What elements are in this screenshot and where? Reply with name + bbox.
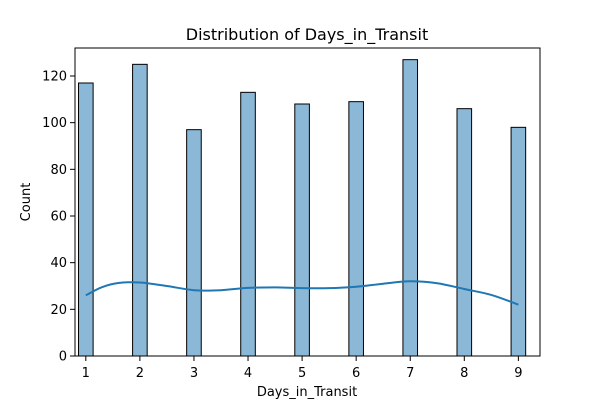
x-tick-label: 6 [352,366,360,381]
y-tick-label: 40 [50,256,67,271]
x-tick-label: 9 [514,366,522,381]
y-tick-label: 120 [42,70,67,85]
y-tick-label: 80 [50,163,67,178]
histogram-bar-1 [78,82,94,357]
histogram-bar-5 [294,103,310,357]
histogram-bar-9 [510,126,527,357]
x-tick-label: 2 [136,366,144,381]
chart-title: Distribution of Days_in_Transit [186,25,428,45]
x-tick-label: 3 [190,366,198,381]
histogram-bar-3 [186,129,202,357]
x-tick-label: 7 [406,366,414,381]
histogram-bar-6 [348,101,364,357]
x-axis-label: Days_in_Transit [257,385,357,400]
histogram-bar-8 [456,108,473,357]
y-tick-label: 100 [42,116,67,131]
y-tick-label: 0 [59,350,67,365]
kde-curve [85,280,519,306]
histogram-bar-7 [402,59,419,357]
histogram-bar-2 [132,63,148,357]
histogram-bar-4 [240,91,256,357]
x-tick-label: 8 [460,366,468,381]
y-tick-label: 60 [50,210,67,225]
plot-frame [74,47,541,357]
y-tick-label: 20 [50,303,67,318]
x-tick-label: 1 [82,366,90,381]
x-tick-label: 5 [298,366,306,381]
y-axis-label: Count [19,183,34,222]
x-tick-label: 4 [244,366,252,381]
